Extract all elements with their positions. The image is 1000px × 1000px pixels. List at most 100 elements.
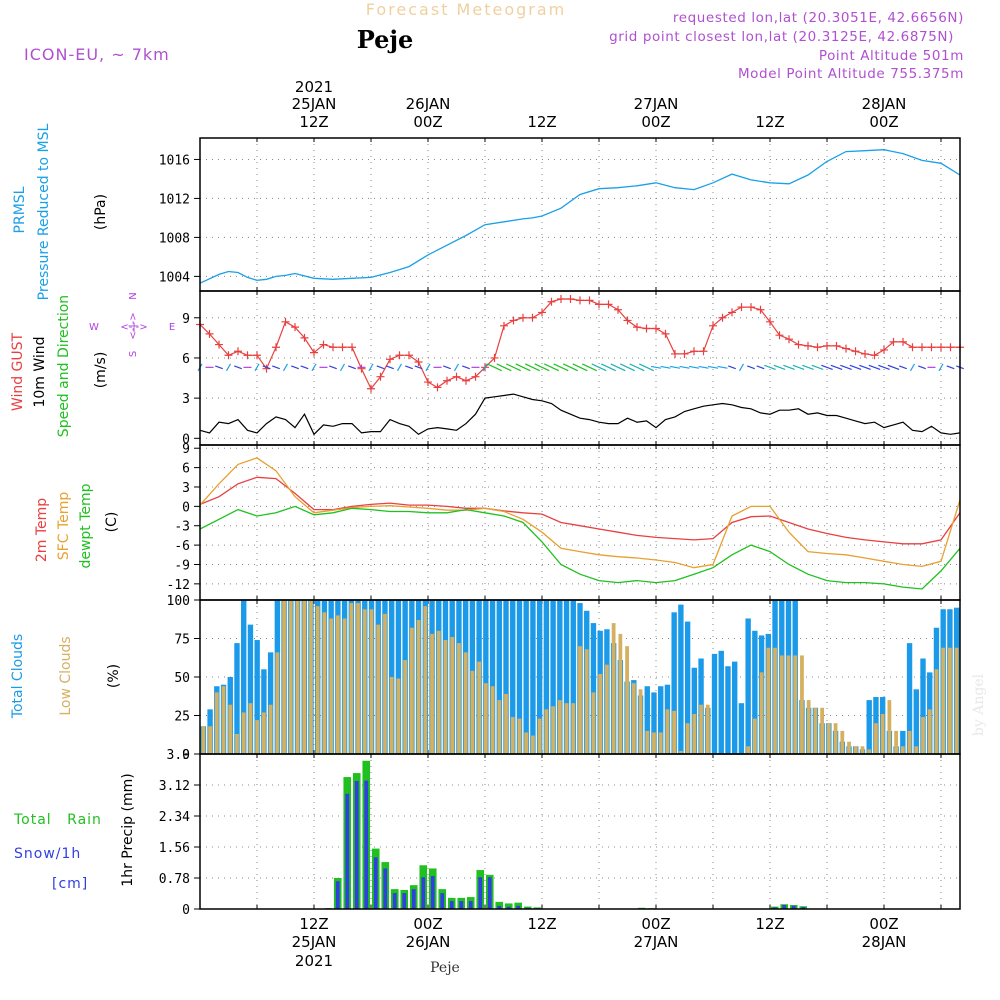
- wind-direction-arrow: [638, 363, 655, 372]
- snow-bar: [440, 893, 445, 909]
- bottom-time-label: 12Z: [755, 915, 784, 933]
- gust-marker: [433, 383, 442, 392]
- gust-marker: [291, 323, 299, 332]
- top-time-label: 00Z: [413, 113, 442, 131]
- gust-marker: [680, 349, 689, 358]
- ytick-label: 9: [182, 312, 190, 327]
- total-cloud-bar: [718, 650, 724, 754]
- wind-direction-arrow: [821, 364, 833, 370]
- total-cloud-bar: [261, 669, 267, 754]
- low-cloud-bar: [477, 661, 481, 754]
- low-cloud-bar: [490, 686, 495, 754]
- gust-marker: [338, 343, 347, 352]
- low-cloud-bar: [309, 600, 313, 754]
- total-cloud-bar: [489, 600, 496, 754]
- low-cloud-bar: [403, 660, 408, 754]
- low-cloud-bar: [679, 750, 683, 754]
- wind-direction-arrow: [773, 364, 786, 370]
- low-cloud-bar: [631, 683, 636, 754]
- low-cloud-bar: [907, 730, 912, 754]
- low-cloud-bar: [699, 704, 703, 754]
- wind-direction-arrow: [830, 364, 843, 370]
- total-cloud-bar: [678, 604, 684, 754]
- gust-marker: [329, 343, 337, 352]
- low-cloud-bar: [820, 707, 825, 754]
- ytick-label: 1008: [159, 231, 190, 246]
- gust-marker: [861, 349, 869, 358]
- wind-direction-arrow: [215, 365, 223, 370]
- total-cloud-bar: [496, 600, 502, 754]
- low-cloud-bar: [779, 655, 784, 754]
- snow-bar: [430, 876, 435, 909]
- wind-direction-arrow: [376, 365, 385, 370]
- low-cloud-bar: [645, 730, 650, 754]
- wind-direction-arrow: [425, 363, 431, 372]
- low-cloud-bar: [921, 717, 925, 754]
- point-altitude: Point Altitude 501m: [819, 48, 964, 64]
- gust-marker: [699, 347, 708, 356]
- bottom-time-label: 00Z: [413, 915, 442, 933]
- snow-legend: Snow/1h: [14, 846, 81, 862]
- gust-marker: [405, 351, 413, 360]
- snow-bar: [421, 877, 426, 909]
- total-cloud-bar: [241, 600, 247, 754]
- gust-marker: [851, 347, 860, 356]
- temp-2m-line: [199, 476, 961, 545]
- low-cloud-bar: [255, 720, 260, 754]
- total-cloud-bar: [738, 703, 745, 754]
- wind-direction-arrow: [764, 364, 776, 370]
- low-cloud-bar: [322, 612, 327, 754]
- temp-title-3: dewpt Temp: [78, 483, 94, 568]
- wind-direction-arrow: [859, 364, 871, 370]
- ytick-label: 6: [182, 462, 190, 477]
- low-cloud-bar: [235, 733, 239, 754]
- ytick-label: 9: [182, 442, 190, 457]
- ytick-label: -3: [174, 520, 190, 535]
- temp-title-1: 2m Temp: [34, 498, 50, 562]
- low-cloud-bar: [537, 718, 542, 754]
- temperature-axis-titles: 2m Temp SFC Temp dewpt Temp (C): [34, 483, 120, 568]
- bottom-time-label: 27JAN: [634, 933, 679, 951]
- wind-direction-arrow: [698, 365, 709, 369]
- wind-direction-arrow: [849, 364, 862, 370]
- low-cloud-bar: [571, 703, 576, 754]
- low-cloud-bar: [369, 609, 374, 754]
- direction-legend-n: N: [128, 292, 139, 299]
- low-cloud-bar: [356, 603, 360, 754]
- low-cloud-bar: [416, 620, 421, 754]
- top-time-label: 28JAN: [862, 95, 907, 113]
- top-time-label: 12Z: [299, 113, 328, 131]
- requested-coords: requested lon,lat (20.3051E, 42.6656N): [673, 10, 964, 26]
- low-cloud-bar: [672, 710, 677, 754]
- low-cloud-bar: [376, 624, 381, 754]
- gust-marker: [899, 337, 907, 346]
- low-cloud-bar: [894, 730, 898, 754]
- low-cloud-bar: [578, 646, 582, 754]
- direction-legend-s: S: [128, 351, 139, 357]
- wind-direction-arrow: [707, 365, 719, 369]
- low-cloud-bar: [342, 618, 347, 754]
- bottom-time-label: 00Z: [641, 915, 670, 933]
- low-cloud-bar: [504, 693, 508, 754]
- gust-marker: [661, 329, 670, 338]
- total-cloud-bar: [550, 600, 556, 754]
- gust-marker: [908, 343, 917, 352]
- snow-bar: [487, 877, 492, 909]
- snow-bar: [478, 877, 483, 909]
- low-cloud-bar: [228, 704, 233, 754]
- gust-marker: [509, 316, 518, 325]
- bottom-time-label: 12Z: [299, 915, 328, 933]
- wind-direction-arrow: [254, 363, 260, 372]
- wind-direction-arrow: [339, 363, 346, 372]
- wind-direction-arrow: [669, 365, 681, 369]
- low-cloud-bar: [591, 692, 596, 754]
- wind-direction-arrow: [650, 365, 662, 369]
- gust-marker: [224, 351, 233, 360]
- low-cloud-bar: [860, 746, 865, 754]
- gust-marker: [946, 343, 955, 352]
- wind-direction-arrow: [629, 363, 645, 372]
- low-cloud-bar: [652, 732, 656, 754]
- wind-direction-arrow: [543, 363, 560, 372]
- ytick-label: 50: [174, 671, 190, 686]
